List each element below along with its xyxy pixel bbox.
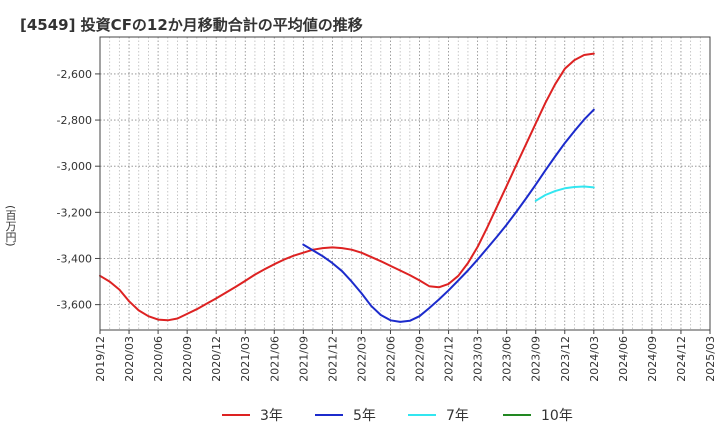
x-tick-label: 2024/06 xyxy=(617,336,630,382)
x-tick-label: 2023/06 xyxy=(501,336,514,382)
x-tick-label: 2020/09 xyxy=(181,336,194,382)
y-tick-label: -2,800 xyxy=(57,114,92,127)
y-tick-label: -3,000 xyxy=(57,160,92,173)
y-tick-labels: -2,600 -2,800 -3,000 -3,200 -3,400 -3,600 xyxy=(57,68,100,312)
x-tick-label: 2023/09 xyxy=(530,336,543,382)
y-tick-label: -2,600 xyxy=(57,68,92,81)
legend-label: 5年 xyxy=(353,408,376,424)
x-tick-label: 2019/12 xyxy=(94,336,107,382)
x-tick-labels: 2019/12 2020/03 2020/06 2020/09 2020/12 2021/… xyxy=(94,330,717,382)
legend-label: 10年 xyxy=(541,408,573,424)
x-tick-label: 2021/06 xyxy=(268,336,281,382)
legend-item: 3年 xyxy=(222,404,283,426)
x-tick-label: 2025/03 xyxy=(704,336,717,382)
x-tick-label: 2022/12 xyxy=(443,336,456,382)
x-tick-label: 2022/06 xyxy=(384,336,397,382)
y-tick-label: -3,200 xyxy=(57,206,92,219)
legend-label: 3年 xyxy=(260,408,283,424)
series-line-3年 xyxy=(99,52,595,322)
series-line-5年 xyxy=(302,108,595,323)
series-line-7年 xyxy=(534,185,595,202)
legend-swatch xyxy=(222,414,250,416)
vertical-gridlines xyxy=(99,37,711,330)
legend-item: 5年 xyxy=(315,404,376,426)
legend-item: 7年 xyxy=(408,404,469,426)
y-axis-label: (百万円) xyxy=(4,205,17,247)
legend-swatch xyxy=(503,414,531,416)
x-tick-label: 2021/12 xyxy=(326,336,339,382)
y-tick-label: -3,400 xyxy=(57,252,92,265)
x-tick-label: 2021/09 xyxy=(297,336,310,382)
series-lines xyxy=(99,52,595,323)
plot-frame xyxy=(99,36,711,331)
legend-swatch xyxy=(315,414,343,416)
x-tick-label: 2024/09 xyxy=(646,336,659,382)
legend-swatch xyxy=(408,414,436,416)
legend-item: 10年 xyxy=(503,404,573,426)
legend-label: 7年 xyxy=(446,408,469,424)
x-tick-label: 2024/03 xyxy=(588,336,601,382)
chart-title: [4549] 投資CFの12か月移動合計の平均値の推移 xyxy=(20,16,363,34)
x-tick-label: 2021/03 xyxy=(239,336,252,382)
horizontal-gridlines xyxy=(100,73,710,306)
x-tick-label: 2020/03 xyxy=(123,336,136,382)
x-tick-label: 2020/12 xyxy=(210,336,223,382)
x-tick-label: 2022/03 xyxy=(355,336,368,382)
x-tick-label: 2024/12 xyxy=(675,336,688,382)
legend: 3年 5年 7年 10年 xyxy=(0,404,720,426)
x-tick-label: 2023/12 xyxy=(559,336,572,382)
x-tick-label: 2022/09 xyxy=(414,336,427,382)
x-tick-label: 2020/06 xyxy=(152,336,165,382)
y-tick-label: -3,600 xyxy=(57,299,92,312)
x-tick-label: 2023/03 xyxy=(472,336,485,382)
